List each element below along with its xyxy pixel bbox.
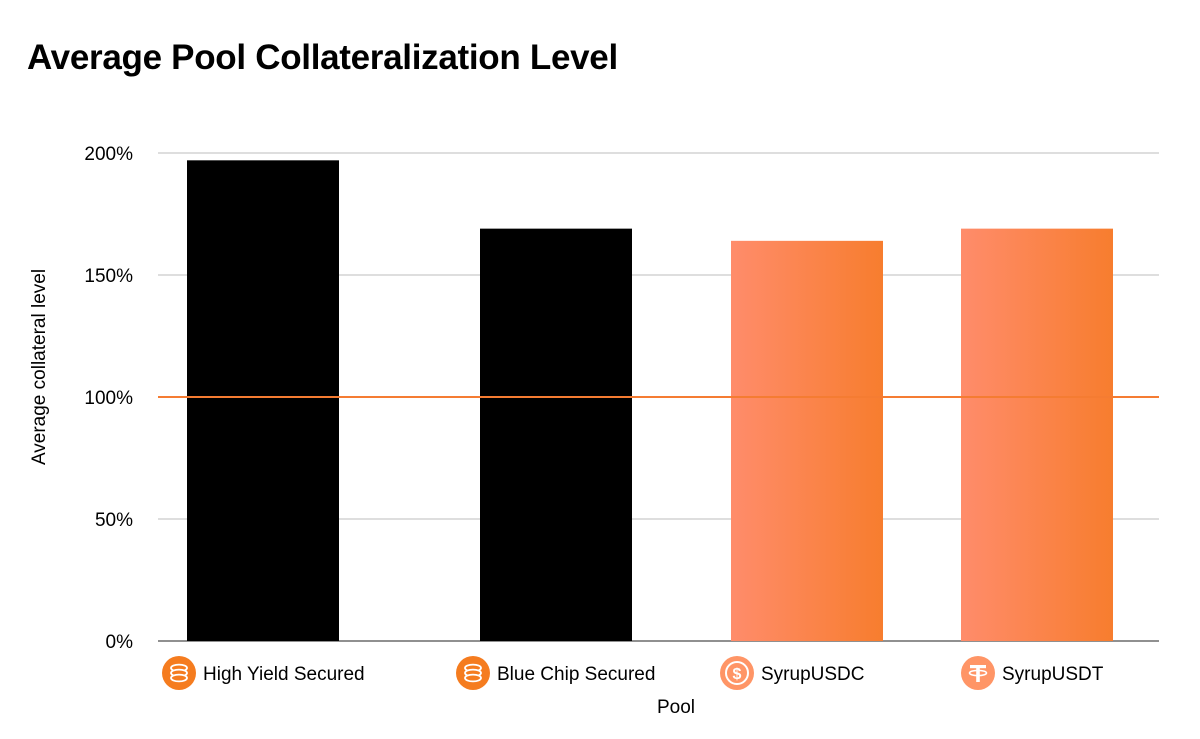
bar-blue-chip-secured	[480, 228, 632, 641]
y-axis: 0% 50% 100% 150% 200%	[84, 144, 133, 653]
x-tick-label: SyrupUSDT	[1002, 664, 1104, 685]
x-axis-categories: High Yield Secured Blue Chip Secured $ Syru…	[162, 656, 1104, 690]
bar-high-yield-secured	[187, 160, 339, 641]
y-tick-label: 0%	[106, 632, 134, 653]
usdt-icon	[961, 656, 995, 690]
bars	[187, 160, 1113, 641]
y-tick-label: 200%	[84, 144, 133, 165]
coin-stack-icon	[456, 656, 490, 690]
coin-stack-icon	[162, 656, 196, 690]
x-tick-label: SyrupUSDC	[761, 664, 864, 685]
chart-title: Average Pool Collateralization Level	[27, 38, 618, 77]
x-tick-label: High Yield Secured	[203, 664, 365, 685]
y-tick-label: 150%	[84, 266, 133, 287]
usdc-icon: $	[720, 656, 754, 690]
x-axis-title: Pool	[657, 697, 695, 718]
bar-syrupusdt	[961, 228, 1113, 641]
y-axis-title: Average collateral level	[29, 269, 50, 465]
bar-syrupusdc	[731, 240, 883, 641]
x-tick-label: Blue Chip Secured	[497, 664, 655, 685]
y-tick-label: 100%	[84, 388, 133, 409]
y-tick-label: 50%	[95, 510, 133, 531]
svg-text:$: $	[733, 666, 742, 683]
